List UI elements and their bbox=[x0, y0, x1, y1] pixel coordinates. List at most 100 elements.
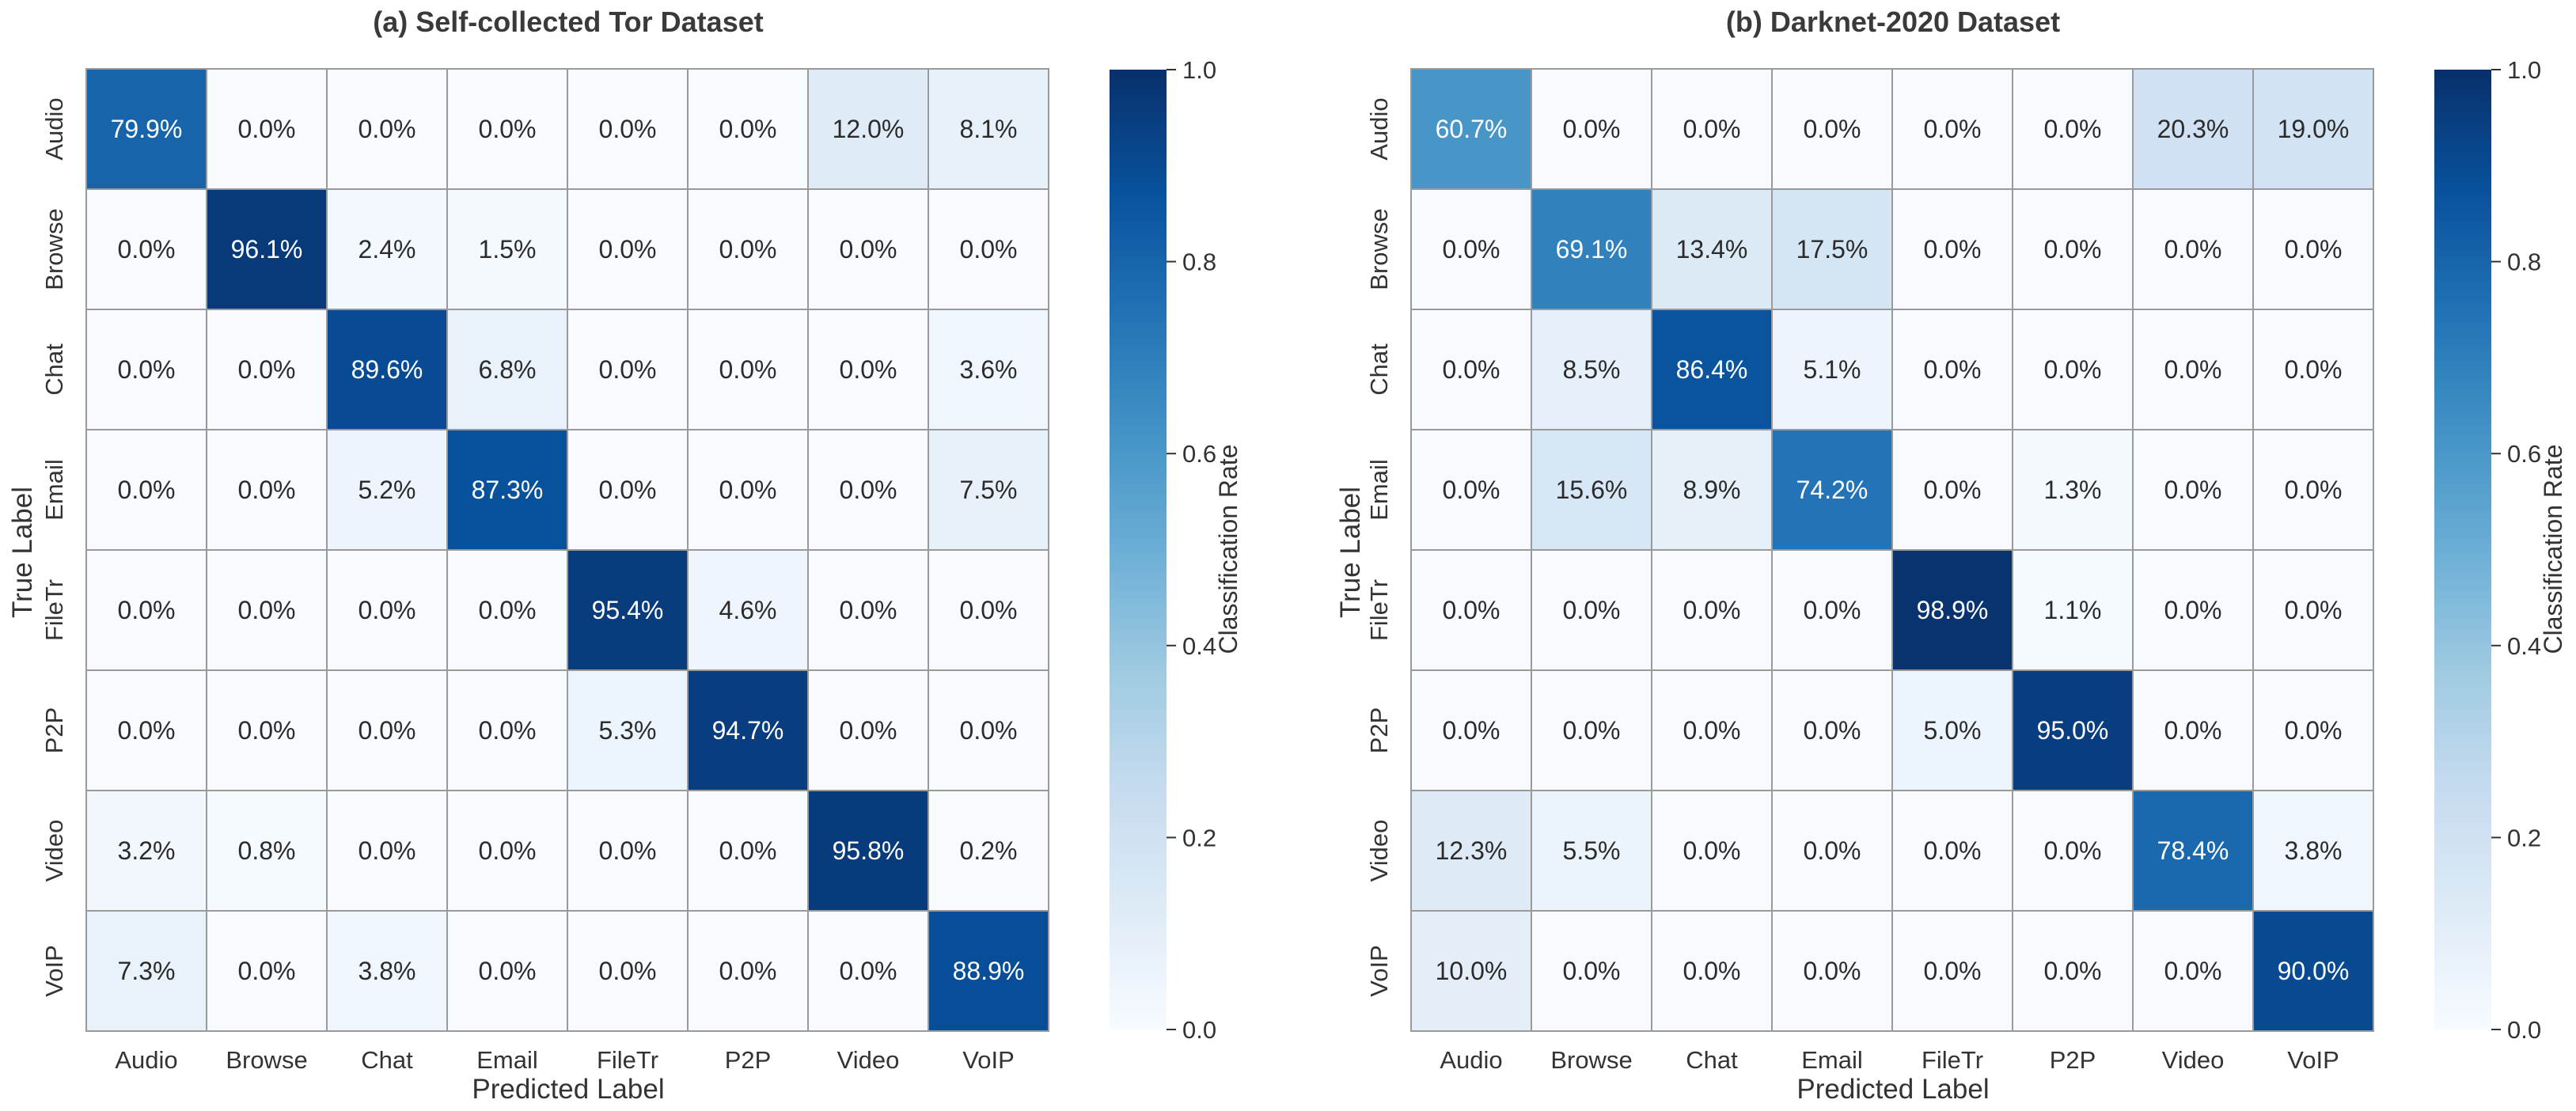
cell-value-label: 20.3% bbox=[2157, 115, 2229, 143]
cell-value-label: 0.0% bbox=[118, 355, 176, 384]
y-tick-label: Chat bbox=[1365, 343, 1393, 396]
cell-value-label: 3.2% bbox=[118, 836, 176, 865]
y-axis-label: True Label bbox=[7, 487, 38, 618]
cell-value-label: 0.0% bbox=[479, 596, 537, 624]
y-tick-label: FileTr bbox=[1365, 579, 1393, 641]
cell-value-label: 0.0% bbox=[599, 836, 657, 865]
cell-value-label: 3.8% bbox=[359, 957, 416, 985]
cell-value-label: 0.0% bbox=[1443, 716, 1500, 745]
cell-value-label: 1.5% bbox=[479, 235, 537, 264]
cell-value-label: 0.0% bbox=[840, 476, 897, 504]
cell-value-label: 0.0% bbox=[719, 355, 777, 384]
cell-value-label: 3.6% bbox=[960, 355, 1018, 384]
heatmap-cell-email-audio bbox=[1410, 429, 1532, 551]
heatmap-cell-email-voip bbox=[2252, 429, 2374, 551]
heatmap-cell-audio-email bbox=[446, 68, 568, 190]
cell-value-label: 0.0% bbox=[2044, 355, 2102, 384]
heatmap-cell-audio-browse bbox=[206, 68, 328, 190]
heatmap-cell-filetr-browse bbox=[1531, 549, 1652, 671]
cell-value-label: 0.0% bbox=[960, 596, 1018, 624]
cell-value-label: 0.0% bbox=[1443, 476, 1500, 504]
colorbar-gradient bbox=[2434, 70, 2491, 1029]
cell-value-label: 0.0% bbox=[840, 355, 897, 384]
heatmap-cell-browse-email bbox=[446, 188, 568, 310]
y-tick-label: Email bbox=[1365, 459, 1393, 521]
cell-value-label: 95.8% bbox=[833, 836, 905, 865]
cell-value-label: 5.0% bbox=[1924, 716, 1982, 745]
y-tick-label: Audio bbox=[40, 97, 68, 160]
cell-value-label: 0.0% bbox=[1563, 716, 1621, 745]
colorbar-ticks: 0.0 0.2 0.4 0.6 0.8 1.0 bbox=[1167, 56, 1216, 1044]
cell-value-label: 88.9% bbox=[953, 957, 1025, 985]
heatmap-cell-browse-video bbox=[2132, 188, 2254, 310]
heatmap-cell-audio-browse bbox=[1531, 68, 1652, 190]
heatmap-cell-chat-email bbox=[446, 309, 568, 430]
heatmap-cell-voip-p2p bbox=[687, 910, 809, 1032]
cell-value-label: 0.0% bbox=[2164, 596, 2222, 624]
cell-value-label: 0.0% bbox=[1804, 716, 1861, 745]
cell-value-label: 4.6% bbox=[719, 596, 777, 624]
heatmap-cell-voip-filetr bbox=[567, 910, 689, 1032]
cell-value-label: 0.0% bbox=[719, 957, 777, 985]
cell-value-label: 1.1% bbox=[2044, 596, 2102, 624]
heatmap-cell-voip-audio bbox=[85, 910, 207, 1032]
heatmap-cell-p2p-chat bbox=[1651, 669, 1773, 791]
cell-value-label: 0.0% bbox=[118, 235, 176, 264]
heatmap-cell-voip-browse bbox=[1531, 910, 1652, 1032]
cell-value-label: 90.0% bbox=[2278, 957, 2350, 985]
cell-value-label: 0.0% bbox=[1563, 957, 1621, 985]
cell-value-label: 0.0% bbox=[2044, 957, 2102, 985]
cell-value-label: 8.9% bbox=[1683, 476, 1741, 504]
heatmap-cell-video-filetr bbox=[1891, 790, 2013, 912]
colorbar-tick-label: 1.0 bbox=[2507, 56, 2541, 84]
cell-value-label: 0.0% bbox=[1804, 836, 1861, 865]
heatmap-cell-chat-p2p bbox=[687, 309, 809, 430]
heatmap-cell-email-filetr bbox=[1891, 429, 2013, 551]
heatmap-cell-browse-email bbox=[1771, 188, 1893, 310]
y-tick-label: Video bbox=[1365, 820, 1393, 882]
cell-value-label: 0.0% bbox=[359, 836, 416, 865]
cell-value-label: 87.3% bbox=[472, 476, 544, 504]
cell-value-label: 8.1% bbox=[960, 115, 1018, 143]
heatmap-cell-audio-audio bbox=[85, 68, 207, 190]
heatmap-cell-chat-filetr bbox=[1891, 309, 2013, 430]
colorbar-ticks: 0.0 0.2 0.4 0.6 0.8 1.0 bbox=[2491, 56, 2541, 1044]
cell-value-label: 89.6% bbox=[351, 355, 423, 384]
cell-value-label: 2.4% bbox=[359, 235, 416, 264]
x-tick-label: Video bbox=[2162, 1046, 2225, 1074]
heatmap-cell-video-video bbox=[807, 790, 929, 912]
heatmap-cell-chat-voip bbox=[928, 309, 1049, 430]
heatmap-cell-p2p-filetr bbox=[567, 669, 689, 791]
cell-value-label: 94.7% bbox=[712, 716, 784, 745]
heatmap-cell-voip-voip bbox=[928, 910, 1049, 1032]
cell-value-label: 7.3% bbox=[118, 957, 176, 985]
heatmap-cell-audio-email bbox=[1771, 68, 1893, 190]
heatmap-cell-chat-browse bbox=[206, 309, 328, 430]
heatmap-cell-video-browse bbox=[206, 790, 328, 912]
cell-value-label: 0.0% bbox=[1924, 235, 1982, 264]
heatmap-panel-self-collected-tor: (a) Self-collected Tor Dataset 79.9% 0.0%… bbox=[7, 6, 1242, 1105]
y-tick-label: VoIP bbox=[1365, 945, 1393, 997]
cell-value-label: 7.5% bbox=[960, 476, 1018, 504]
heatmap-cell-audio-voip bbox=[2252, 68, 2374, 190]
cell-value-label: 96.1% bbox=[231, 235, 303, 264]
cell-value-label: 0.0% bbox=[840, 716, 897, 745]
y-tick-label: VoIP bbox=[40, 945, 68, 997]
cell-value-label: 0.0% bbox=[599, 476, 657, 504]
cell-value-label: 0.0% bbox=[2285, 235, 2343, 264]
heatmap-panel-darknet-2020: (b) Darknet-2020 Dataset 60.7% 0.0% 0.0% 0.… bbox=[1335, 6, 2567, 1105]
colorbar-label: Classification Rate bbox=[1214, 445, 1242, 654]
colorbar-label: Classification Rate bbox=[2539, 445, 2567, 654]
cell-value-label: 0.0% bbox=[2044, 235, 2102, 264]
heatmap-cell-chat-p2p bbox=[2012, 309, 2134, 430]
cell-value-label: 0.0% bbox=[2164, 355, 2222, 384]
heatmap-cells: 60.7% 0.0% 0.0% 0.0% 0.0% 0.0% 20.3% 19.0% 0.0% 6… bbox=[1410, 68, 2374, 1032]
colorbar-tick-label: 0.2 bbox=[1182, 824, 1216, 851]
cell-value-label: 0.0% bbox=[479, 716, 537, 745]
y-tick-label: Email bbox=[40, 459, 68, 521]
heatmap-cell-video-p2p bbox=[2012, 790, 2134, 912]
heatmap-cell-p2p-browse bbox=[1531, 669, 1652, 791]
cell-value-label: 0.0% bbox=[1924, 836, 1982, 865]
heatmap-cell-video-filetr bbox=[567, 790, 689, 912]
